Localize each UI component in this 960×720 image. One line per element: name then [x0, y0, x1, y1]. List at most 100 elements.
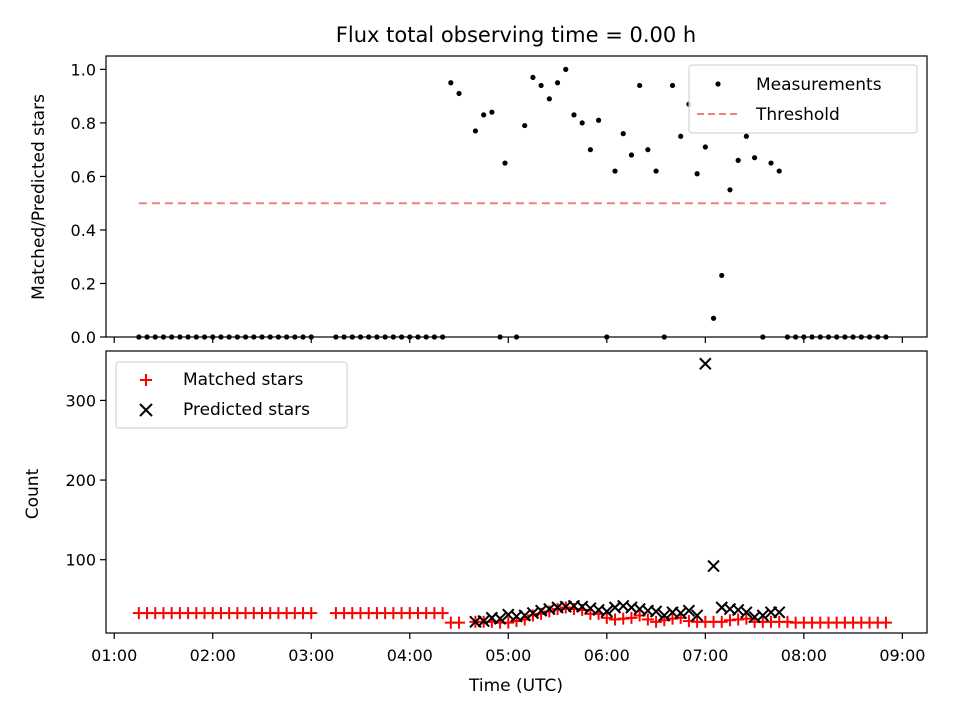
predicted-star-point — [707, 559, 720, 573]
measurement-point — [735, 157, 741, 163]
bottom-y-tick-label: 100 — [65, 551, 96, 570]
predicted-star-point — [493, 612, 507, 625]
predicted-star-point — [682, 604, 696, 617]
matched-star-point — [715, 615, 728, 628]
x-tick-label: 02:00 — [190, 646, 236, 665]
measurement-point — [489, 109, 495, 115]
measurement-point — [669, 82, 676, 89]
legend-measurements-label: Measurements — [756, 75, 882, 95]
bottom-x-ticks: 01:00 02:00 03:00 04:00 05:00 06:00 07:00 08:00… — [91, 633, 925, 665]
measurement-point — [727, 187, 733, 193]
bottom-legend-box — [115, 361, 348, 429]
matched-star-point — [305, 607, 318, 620]
predicted-star-point — [773, 606, 786, 619]
measurement-point — [596, 117, 602, 123]
top-x-ticks — [113, 337, 903, 343]
legend-matched-label: Matched stars — [183, 370, 303, 390]
top-legend-box — [688, 64, 918, 134]
measurement-point — [751, 155, 758, 161]
measurement-point — [502, 160, 508, 166]
matched-star-point — [641, 613, 654, 626]
x-tick-label: 05:00 — [485, 646, 531, 665]
bottom-y-axis-label: Count — [23, 468, 43, 519]
top-y-tick-label: 0.0 — [71, 328, 96, 347]
measurement-point — [612, 168, 618, 174]
measurement-point — [678, 133, 684, 139]
predicted-star-point — [740, 606, 753, 619]
bottom-legend: Matched stars Predicted stars — [115, 361, 348, 429]
x-tick-label: 03:00 — [288, 646, 334, 665]
top-axes-frame — [105, 55, 928, 338]
measurement-point — [743, 133, 749, 139]
matched-star-point — [436, 607, 449, 620]
top-y-tick-label: 0.8 — [71, 114, 96, 133]
measurement-point — [472, 128, 479, 134]
measurement-point — [628, 152, 635, 158]
measurement-point — [579, 120, 585, 126]
measurement-point — [563, 66, 569, 72]
measurement-point — [702, 144, 708, 150]
measurement-point — [538, 82, 544, 89]
matched-star-point — [879, 616, 892, 629]
measurement-point — [776, 168, 782, 174]
predicted-star-point — [690, 609, 704, 622]
measurement-point — [645, 147, 651, 153]
measurement-point — [768, 160, 774, 166]
measurement-point — [694, 171, 700, 177]
predicted-star-point — [756, 609, 770, 622]
legend-measurements-marker — [715, 81, 721, 87]
x-tick-label: 06:00 — [584, 646, 630, 665]
predicted-star-point — [518, 609, 531, 622]
measurement-point — [448, 80, 454, 86]
measurement-point — [587, 147, 593, 153]
measurement-point — [710, 315, 717, 321]
predicted-star-point — [731, 603, 745, 617]
measurement-point — [456, 90, 462, 97]
measurement-point — [522, 122, 528, 129]
predicted-star-point — [658, 609, 671, 622]
x-tick-label: 01:00 — [91, 646, 137, 665]
x-tick-label: 08:00 — [781, 646, 827, 665]
top-legend: Measurements Threshold — [688, 64, 918, 134]
measurement-point — [637, 82, 643, 89]
matched-star-point — [600, 611, 613, 624]
legend-predicted-label: Predicted stars — [183, 400, 310, 420]
matched-star-point — [650, 615, 663, 628]
measurement-point — [554, 80, 561, 86]
top-y-tick-label: 1.0 — [71, 60, 96, 79]
predicted-star-point — [674, 606, 687, 620]
matched-star-point — [453, 616, 466, 629]
matched-star-point — [551, 603, 564, 616]
bottom-y-tick-label: 300 — [65, 391, 96, 410]
top-y-axis-label: Matched/Predicted stars — [29, 94, 49, 300]
predicted-star-point — [600, 605, 614, 618]
top-plot-area — [136, 66, 889, 340]
top-y-tick-label: 0.6 — [71, 167, 96, 186]
top-y-tick-label: 0.2 — [71, 274, 96, 293]
x-axis-label: Time (UTC) — [468, 676, 563, 696]
top-subplot: Flux total observing time = 0.00 h Match… — [29, 23, 928, 347]
legend-predicted-marker — [139, 403, 153, 417]
top-y-tick-label: 0.4 — [71, 221, 96, 240]
measurement-point — [530, 74, 536, 81]
bottom-y-ticks: 100 200 300 — [65, 391, 106, 570]
measurement-point — [571, 112, 577, 118]
bottom-axes-frame — [105, 350, 928, 634]
matched-star-point — [625, 611, 638, 624]
bottom-subplot: Count 100 200 300 01:00 02:00 03:00 04:00 05:0… — [23, 350, 928, 696]
measurement-point — [481, 112, 487, 118]
top-chart-title: Flux total observing time = 0.00 h — [336, 23, 696, 47]
measurement-point — [620, 131, 626, 137]
predicted-star-point — [699, 357, 712, 370]
legend-matched-marker — [140, 374, 152, 386]
legend-threshold-label: Threshold — [755, 105, 840, 125]
measurement-point — [546, 96, 552, 102]
predicted-star-point — [477, 614, 490, 628]
top-y-ticks: 0.0 0.2 0.4 0.6 0.8 1.0 — [71, 60, 106, 347]
predicted-star-point — [526, 606, 540, 620]
bottom-y-tick-label: 200 — [65, 471, 96, 490]
x-tick-label: 04:00 — [387, 646, 433, 665]
measurement-point — [719, 272, 725, 279]
bottom-plot-area — [132, 357, 892, 629]
